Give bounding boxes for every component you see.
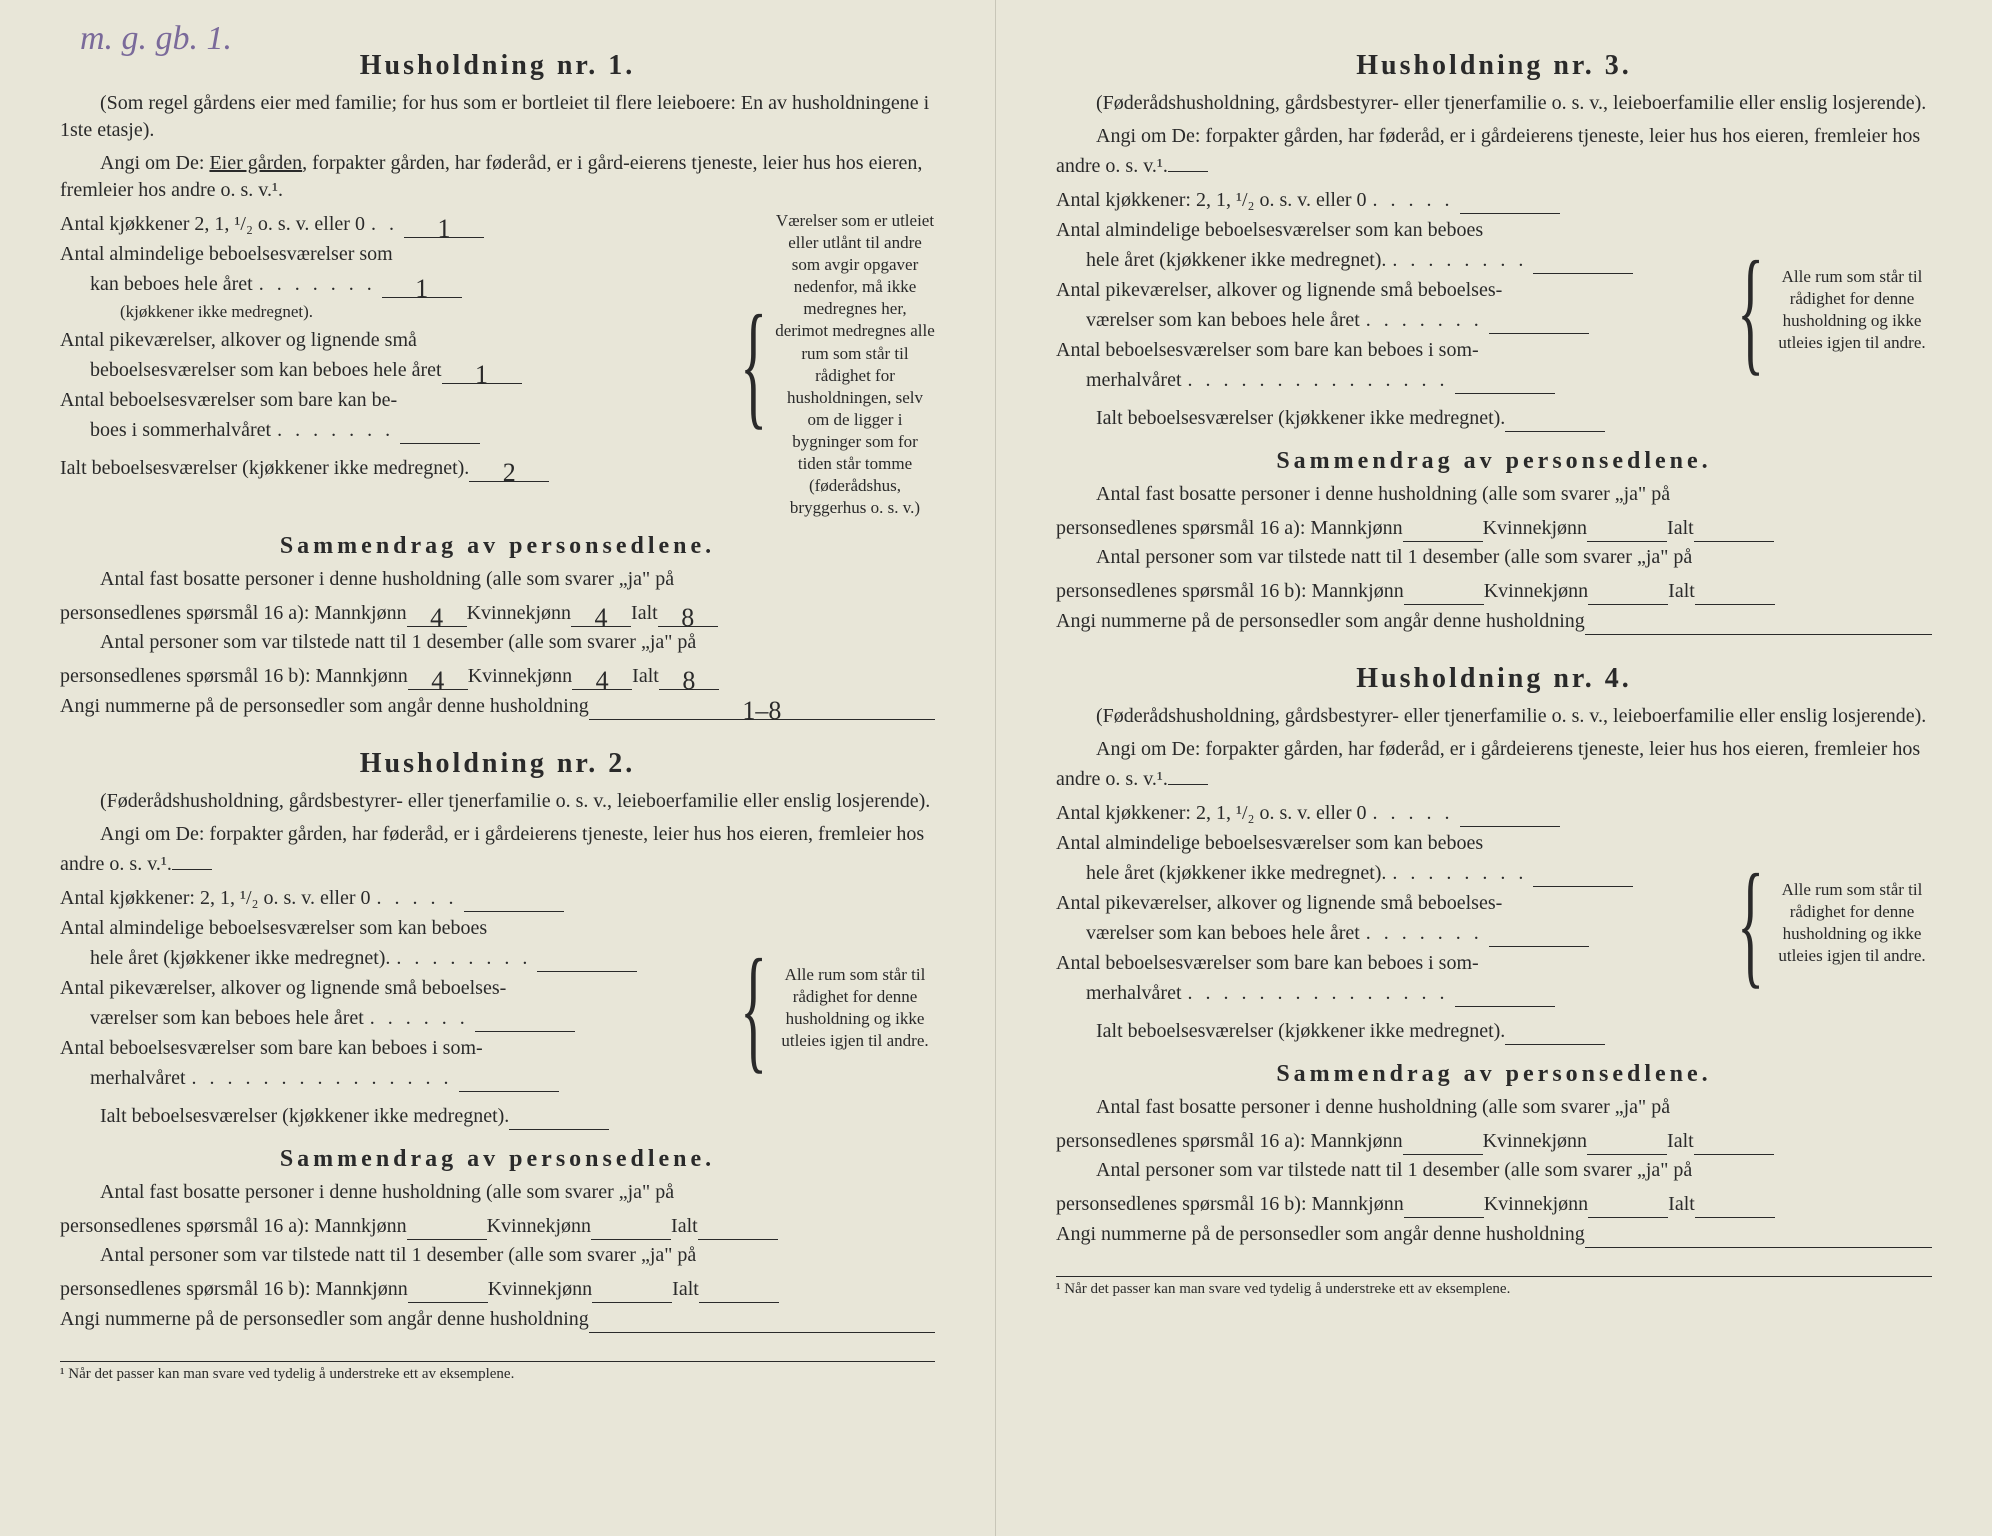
h4-title: Husholdning nr. 4. <box>1056 663 1932 695</box>
field-kitchens[interactable]: 1 <box>404 216 484 238</box>
field-16b-k[interactable]: 4 <box>572 668 632 690</box>
brace-icon: { <box>1737 864 1764 983</box>
h1-intro2: Angi om De: Eier gården, forpakter gårde… <box>60 150 935 204</box>
household-2: Husholdning nr. 2. (Føderådshusholdning,… <box>60 748 935 1333</box>
right-page: Husholdning nr. 3. (Føderådshusholdning,… <box>996 0 1992 1536</box>
field-nums[interactable]: 1–8 <box>589 698 935 720</box>
brace-icon: { <box>740 305 767 424</box>
field-16b-m[interactable]: 4 <box>408 668 468 690</box>
left-page: m. g. gb. 1. Husholdning nr. 1. (Som reg… <box>0 0 996 1536</box>
h4-rooms: Antal kjøkkener: 2, 1, ¹/₂ o. s. v. elle… <box>1056 799 1932 1047</box>
h2-rooms: Antal kjøkkener: 2, 1, ¹/₂ o. s. v. elle… <box>60 884 935 1132</box>
h1-summary-title: Sammendrag av personsedlene. <box>60 533 935 560</box>
h1-rooms: Antal kjøkkener 2, 1, ¹/₂ o. s. v. eller… <box>60 210 935 519</box>
field-16b-i[interactable]: 8 <box>659 668 719 690</box>
field-summer-rooms[interactable] <box>400 422 480 444</box>
field-16a-i[interactable]: 8 <box>658 605 718 627</box>
household-4: Husholdning nr. 4. (Føderådshusholdning,… <box>1056 663 1932 1248</box>
h1-sidenote: Værelser som er utleiet eller utlånt til… <box>775 210 935 519</box>
household-1: Husholdning nr. 1. (Som regel gårdens ei… <box>60 50 935 720</box>
field-total-rooms[interactable]: 2 <box>469 460 549 482</box>
h3-title: Husholdning nr. 3. <box>1056 50 1932 82</box>
handwritten-note: m. g. gb. 1. <box>80 20 232 58</box>
field-16a-k[interactable]: 4 <box>571 605 631 627</box>
household-3: Husholdning nr. 3. (Føderådshusholdning,… <box>1056 50 1932 635</box>
h2-title: Husholdning nr. 2. <box>60 748 935 780</box>
h3-rooms: Antal kjøkkener: 2, 1, ¹/₂ o. s. v. elle… <box>1056 186 1932 434</box>
field-small-rooms[interactable]: 1 <box>442 362 522 384</box>
h1-intro1: (Som regel gårdens eier med familie; for… <box>60 90 935 144</box>
field-16a-m[interactable]: 4 <box>407 605 467 627</box>
footnote-left: ¹ Når det passer kan man svare ved tydel… <box>60 1361 935 1383</box>
brace-icon: { <box>740 949 767 1068</box>
brace-icon: { <box>1737 251 1764 370</box>
field-rooms-year[interactable]: 1 <box>382 276 462 298</box>
footnote-right: ¹ Når det passer kan man svare ved tydel… <box>1056 1276 1932 1298</box>
